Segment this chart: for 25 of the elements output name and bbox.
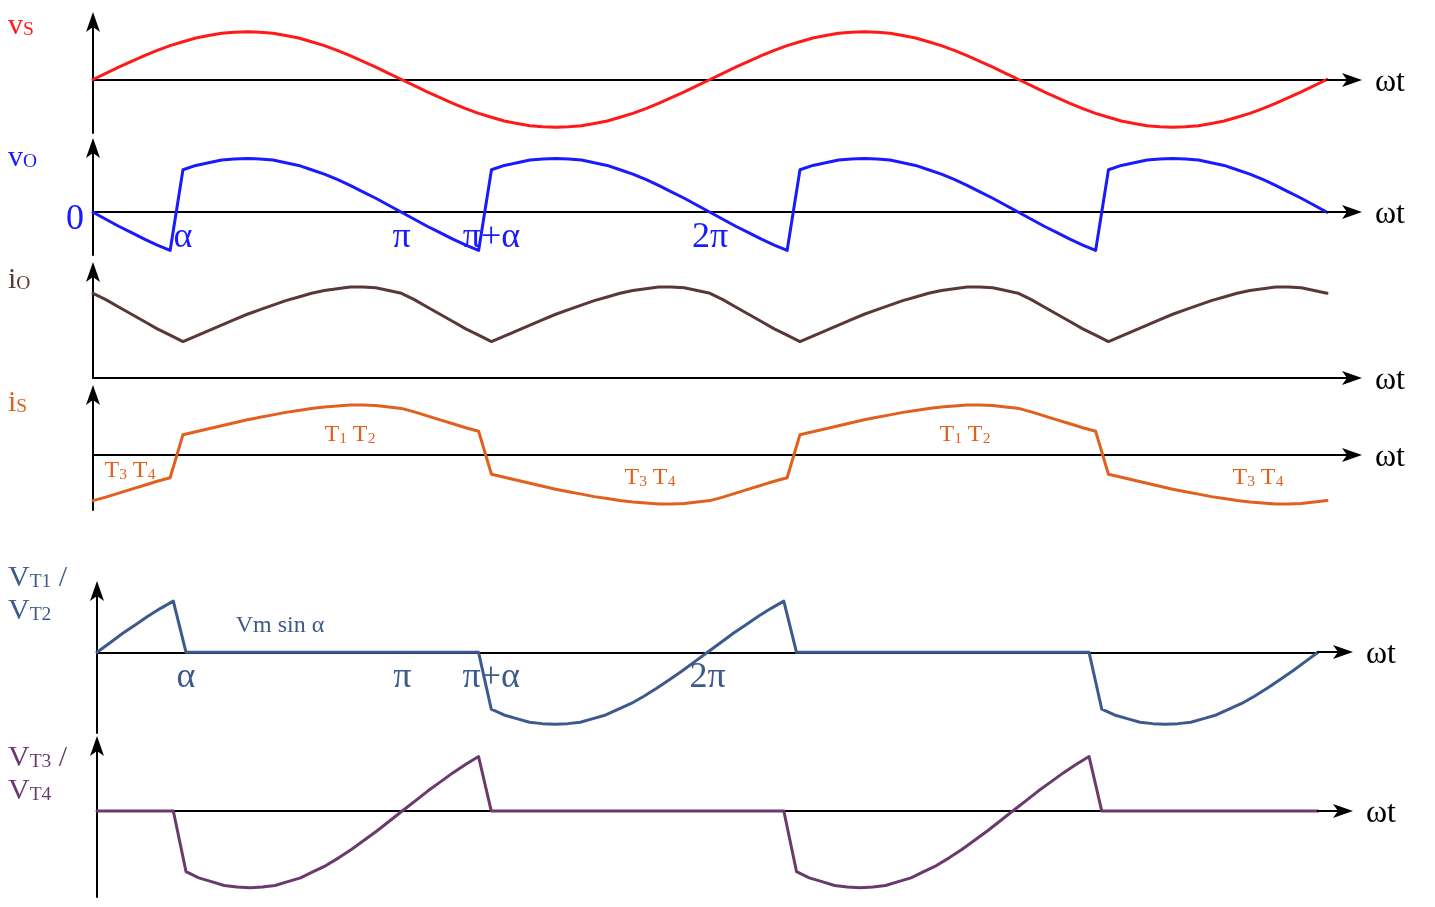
- x-axis-title: ωt: [1366, 634, 1397, 671]
- annotation: T3 T4: [624, 463, 676, 490]
- annotation: T1 T2: [939, 420, 991, 447]
- text: 0: [66, 196, 84, 237]
- y-axis-title: VT1 / VT2: [8, 558, 68, 625]
- x-axis-title: ωt: [1375, 194, 1406, 231]
- x-axis-title: ωt: [1366, 793, 1397, 830]
- x-axis-title: ωt: [1375, 360, 1406, 396]
- x-axis-title: ωt: [1375, 61, 1406, 98]
- annotation: T1 T2: [324, 420, 376, 447]
- y-axis-title: iS: [8, 383, 28, 417]
- x-tick-label: π: [393, 655, 412, 696]
- x-tick-label: π: [392, 215, 411, 256]
- x-tick-label: 2π: [691, 215, 729, 256]
- y-axis-title: VT3 / VT4: [8, 738, 68, 805]
- x-tick-label: 2π: [689, 655, 726, 696]
- annotation: Vm sin α: [235, 611, 325, 638]
- y-axis-title: vO: [8, 138, 38, 172]
- x-axis-title: ωt: [1375, 436, 1406, 473]
- x-tick-label: α: [173, 215, 193, 256]
- x-tick-label: α: [176, 655, 196, 696]
- annotation: T3 T4: [1232, 463, 1284, 490]
- annotation: T3 T4: [104, 456, 156, 483]
- y-axis-title: vS: [8, 6, 34, 40]
- y-axis-title: iO: [8, 260, 31, 294]
